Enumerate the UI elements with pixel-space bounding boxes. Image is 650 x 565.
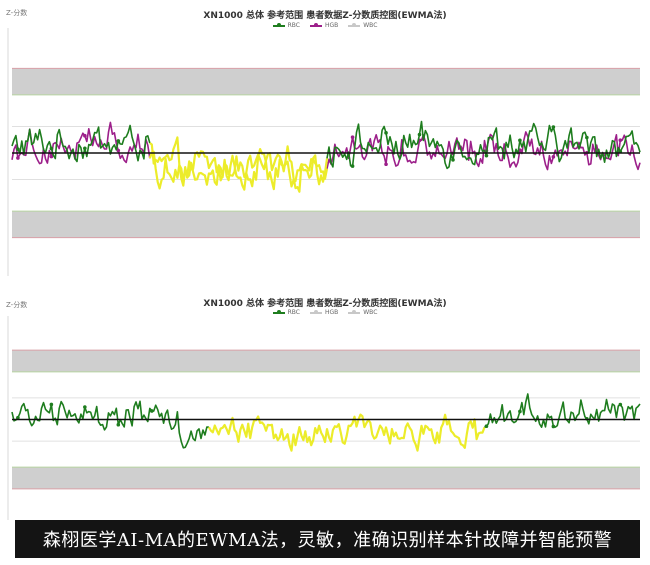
- series-point-hgb: [116, 148, 121, 153]
- chart-svg-2: [7, 316, 641, 520]
- legend-label-wbc: WBC: [363, 22, 378, 29]
- legend-swatch-hgb: [309, 22, 322, 27]
- chart-svg-1: [7, 28, 641, 276]
- series-point-rbc: [518, 409, 522, 414]
- series-line-rbc: [207, 413, 486, 452]
- series-point-hgb: [83, 133, 87, 138]
- y-axis-label-1: Z-分数: [6, 9, 28, 17]
- legend-swatch-hgb: [309, 309, 322, 314]
- series-point-hgb: [16, 156, 20, 160]
- series-point-rbc: [83, 146, 87, 151]
- chart-title-1: XN1000 总体 参考范围 患者数据Z-分数质控图(EWMA法): [203, 11, 447, 21]
- chart-panel-1: Z-分数 XN1000 总体 参考范围 患者数据Z-分数质控图(EWMA法) R…: [0, 0, 650, 280]
- series-point-rbc: [83, 405, 87, 409]
- control-band: [12, 211, 640, 238]
- series-point-hgb: [384, 162, 388, 167]
- legend-item-wbc[interactable]: WBC: [348, 22, 377, 29]
- legend-label-rbc: RBC: [287, 22, 300, 29]
- series-point-rbc: [551, 424, 556, 429]
- series-point-hgb: [350, 135, 355, 139]
- series-point-hgb: [618, 138, 623, 143]
- control-band: [12, 350, 640, 372]
- series-point-rbc: [116, 139, 121, 143]
- legend-label-wbc: WBC: [363, 309, 378, 316]
- series-point-rbc: [551, 125, 556, 129]
- control-band: [12, 68, 640, 95]
- legend-item-rbc[interactable]: RBC: [272, 22, 300, 29]
- series-line-hgb: [326, 131, 641, 171]
- legend-item-hgb[interactable]: HGB: [309, 22, 339, 29]
- legend-item-rbc[interactable]: RBC: [272, 309, 300, 316]
- legend-1: RBC HGB WBC: [0, 22, 650, 29]
- series-point-rbc: [451, 158, 455, 162]
- legend-item-hgb[interactable]: HGB: [309, 309, 339, 316]
- series-point-rbc: [16, 147, 20, 151]
- chart-panel-2: Z-分数 XN1000 总体 参考范围 患者数据Z-分数质控图(EWMA法) R…: [0, 292, 650, 520]
- caption-banner: 森栩医学AI-MA的EWMA法，灵敏，准确识别样本针故障并智能预警: [15, 520, 640, 558]
- y-axis-label-2: Z-分数: [6, 301, 28, 309]
- series-point-hgb: [551, 155, 556, 159]
- legend-swatch-wbc: [348, 309, 361, 314]
- legend-label-hgb: HGB: [324, 309, 339, 316]
- series-point-hgb: [49, 154, 54, 159]
- series-point-rbc: [484, 153, 489, 158]
- chart-title-2: XN1000 总体 参考范围 患者数据Z-分数质控图(EWMA法): [203, 299, 447, 309]
- legend-item-wbc[interactable]: WBC: [348, 309, 377, 316]
- series-line-rbc: [11, 124, 151, 163]
- legend-swatch-rbc: [272, 309, 285, 314]
- series-point-rbc: [384, 131, 388, 135]
- series-point-rbc: [417, 132, 422, 137]
- series-point-rbc: [49, 402, 54, 407]
- series-point-rbc: [618, 402, 623, 407]
- legend-label-rbc: RBC: [287, 309, 300, 316]
- legend-2: RBC HGB WBC: [0, 309, 650, 316]
- series-point-rbc: [16, 415, 20, 420]
- series-point-rbc: [49, 146, 54, 151]
- series-line-rbc: [484, 393, 641, 428]
- series-point-rbc: [116, 422, 121, 427]
- series-point-rbc: [484, 424, 489, 429]
- series-point-rbc: [585, 135, 589, 140]
- control-band: [12, 467, 640, 489]
- series-line-rbc: [326, 120, 641, 170]
- series-point-rbc: [518, 138, 522, 143]
- series-point-rbc: [149, 409, 154, 413]
- legend-label-hgb: HGB: [324, 22, 339, 29]
- series-line-rbc: [149, 136, 329, 193]
- legend-swatch-wbc: [348, 22, 361, 27]
- legend-swatch-rbc: [272, 22, 285, 27]
- series-point-rbc: [350, 164, 355, 168]
